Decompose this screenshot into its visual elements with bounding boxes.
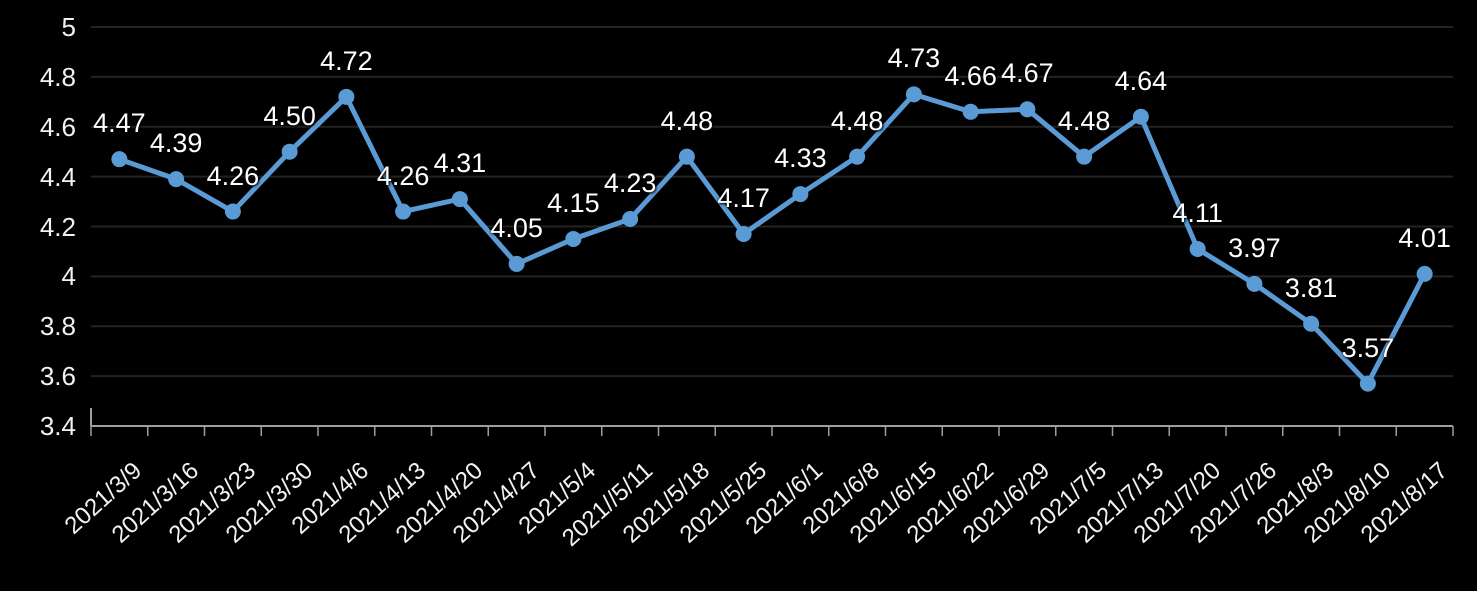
data-point-marker <box>1359 375 1376 392</box>
data-point-marker <box>1019 101 1036 118</box>
data-point-label: 4.66 <box>944 60 997 91</box>
data-point-label: 3.57 <box>1341 332 1395 363</box>
data-point-label: 4.48 <box>1057 105 1111 136</box>
data-point-marker <box>395 203 412 220</box>
data-point-marker <box>849 148 866 165</box>
data-point-label: 4.01 <box>1398 222 1451 253</box>
data-point-marker <box>678 148 695 165</box>
data-point-marker <box>792 186 809 203</box>
y-axis-label: 3.6 <box>39 361 76 392</box>
y-axis-label: 4 <box>61 261 76 292</box>
data-point-label: 4.17 <box>717 182 770 213</box>
data-point-label: 4.48 <box>660 105 714 136</box>
data-point-label: 4.33 <box>774 143 827 174</box>
data-point-label: 3.97 <box>1228 232 1281 263</box>
data-point-marker <box>905 86 922 103</box>
y-axis-label: 5 <box>61 12 76 42</box>
data-point-marker <box>1303 315 1320 332</box>
y-axis-label: 3.4 <box>39 411 76 441</box>
data-point-label: 4.48 <box>830 105 884 136</box>
data-point-marker <box>168 171 185 188</box>
data-point-marker <box>224 203 241 220</box>
data-point-label: 4.72 <box>320 45 373 76</box>
data-point-label: 4.26 <box>206 160 260 191</box>
data-point-label: 4.05 <box>490 212 543 243</box>
data-point-label: 4.39 <box>149 128 203 159</box>
data-point-marker <box>1189 240 1206 257</box>
data-point-marker <box>451 191 468 208</box>
y-axis-label: 4.2 <box>39 211 76 242</box>
data-point-label: 4.67 <box>1001 58 1054 89</box>
data-point-label: 4.31 <box>433 148 487 179</box>
data-point-marker <box>735 225 752 242</box>
data-point-marker <box>338 88 355 105</box>
data-point-marker <box>622 211 639 228</box>
data-point-label: 4.64 <box>1114 65 1168 96</box>
data-point-label: 4.47 <box>93 108 146 139</box>
line-series <box>116 91 1428 387</box>
data-point-marker <box>111 151 128 168</box>
y-axis-label: 4.4 <box>39 161 76 192</box>
data-point-marker <box>1246 275 1263 292</box>
data-point-marker <box>508 255 525 272</box>
y-axis-label: 4.6 <box>39 111 76 142</box>
data-point-label: 4.11 <box>1172 197 1223 228</box>
data-point-label: 4.15 <box>547 187 600 218</box>
data-point-label: 4.26 <box>376 160 430 191</box>
data-point-marker <box>1416 265 1433 282</box>
data-point-marker <box>1076 148 1093 165</box>
data-point-marker <box>962 103 979 120</box>
data-point-marker <box>565 230 582 247</box>
data-point-label: 4.23 <box>603 168 657 199</box>
data-point-label: 4.50 <box>263 100 316 131</box>
y-axis-label: 4.8 <box>39 61 76 92</box>
data-point-label: 4.73 <box>887 43 941 74</box>
y-axis-label: 3.8 <box>39 311 76 342</box>
data-point-label: 3.81 <box>1284 272 1338 303</box>
data-point-marker <box>281 143 298 160</box>
data-point-marker <box>1132 108 1149 125</box>
